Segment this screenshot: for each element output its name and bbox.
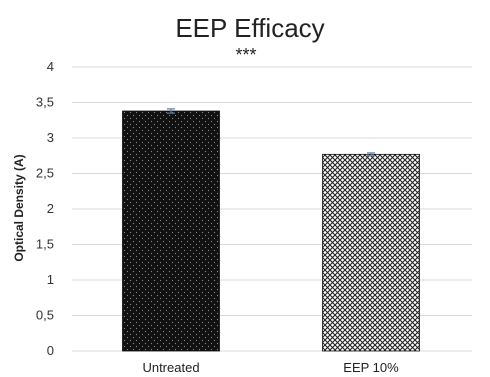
bar-eep-10 [322,153,420,352]
y-tick-label: 0,5 [36,308,54,323]
bar-untreated [122,110,220,352]
x-category-label: Untreated [142,360,199,375]
bars [122,110,420,352]
error-bar [367,152,375,157]
y-axis-label: Optical Density (A) [12,154,26,261]
y-tick-label: 1 [47,272,54,287]
x-category-label: EEP 10% [343,360,399,375]
y-tick-label: 4 [47,59,54,74]
y-tick-label: 3 [47,130,54,145]
y-tick-label: 1,5 [36,237,54,252]
y-axis-ticks: 0 0,5 1 1,5 2 2,5 3 3,5 4 [36,59,54,358]
significance-annotation: *** [235,45,256,65]
error-bar [167,108,175,114]
chart-title: EEP Efficacy [175,13,324,43]
error-bars [167,108,375,157]
x-axis-categories: Untreated EEP 10% [142,360,399,375]
y-tick-label: 2,5 [36,166,54,181]
y-tick-label: 3,5 [36,95,54,110]
y-tick-label: 0 [47,343,54,358]
y-tick-label: 2 [47,201,54,216]
